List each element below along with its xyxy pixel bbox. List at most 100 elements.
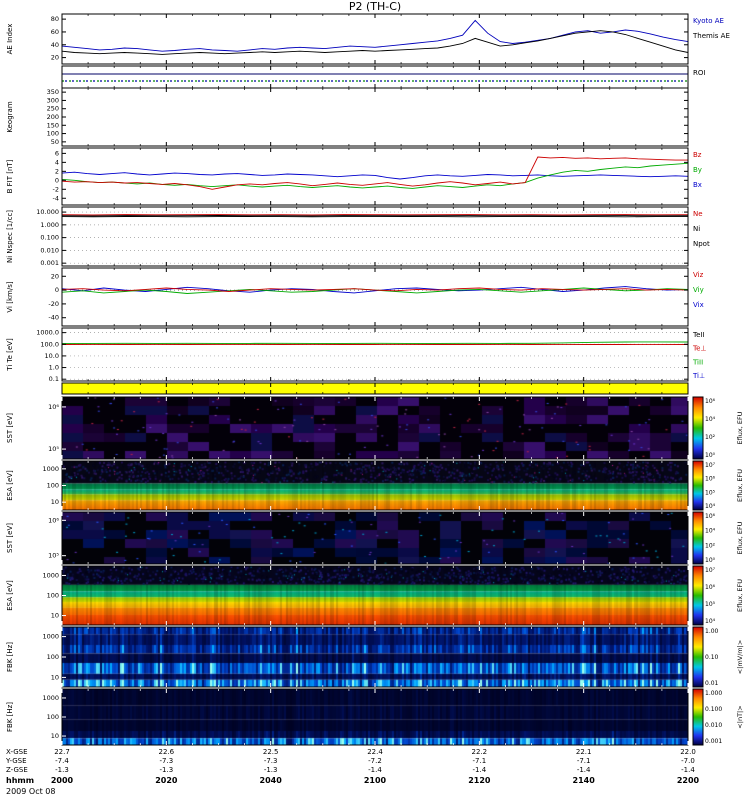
series-label: Kyoto AE [693, 17, 724, 25]
y-axis-label: FBK [Hz] [6, 702, 14, 732]
ytick-label: 10 [51, 732, 59, 740]
ytick-label: 10⁵ [48, 445, 59, 453]
colorbar-tick: 10⁶ [705, 513, 716, 520]
time-row-value: 2100 [364, 776, 387, 785]
colorbar-sst_ele [692, 511, 704, 565]
ytick-label: 0.001 [40, 259, 59, 267]
ytick-label: 200 [47, 113, 59, 121]
panel-fbk_e [61, 626, 689, 688]
panel-esa_ion [61, 460, 689, 511]
colorbar-tick: 10⁴ [705, 618, 716, 625]
y-axis-label: ESA [eV] [6, 470, 14, 501]
colorbar-fbk_b [692, 688, 704, 746]
time-row-value: -7.3 [159, 757, 173, 765]
panel-esa_ele [61, 565, 689, 626]
ytick-label: 10⁶ [48, 403, 59, 411]
ytick-label: 0 [55, 286, 59, 294]
time-row-value: -7.4 [55, 757, 69, 765]
y-axis-label: AE Index [6, 24, 14, 55]
series-label: TiII [692, 358, 703, 366]
series-viz [61, 287, 689, 292]
time-row-value: -1.4 [577, 766, 591, 774]
colorbar-tick: 10⁶ [705, 476, 716, 483]
time-row-value: 22.7 [54, 748, 70, 756]
panel-sst_ion [61, 396, 689, 460]
y-axis-label: Keogram [6, 101, 14, 132]
ytick-label: 1.000 [40, 221, 59, 229]
time-row-label: X-GSE [6, 748, 28, 756]
colorbar-tick: 10⁰ [705, 557, 716, 564]
colorbar-tick: 10⁷ [705, 567, 716, 574]
colorbar-tick: 10⁴ [705, 528, 716, 535]
time-row-value: 2040 [260, 776, 283, 785]
time-row-value: -1.3 [159, 766, 173, 774]
colorbar-esa_ele [692, 565, 704, 626]
series-label: Vix [693, 301, 704, 309]
time-row-value: 2200 [677, 776, 700, 785]
panel-temp [61, 327, 689, 382]
ytick-label: -20 [48, 300, 59, 308]
series-tiii [62, 341, 689, 344]
series-by [61, 162, 689, 189]
ytick-label: 0.1 [49, 375, 59, 383]
ytick-label: 0.100 [40, 234, 59, 242]
ytick-label: 10 [51, 673, 59, 681]
time-row-value: -7.3 [264, 757, 278, 765]
time-row-value: 22.5 [263, 748, 279, 756]
ytick-label: 20 [51, 272, 59, 280]
colorbar-tick: 0.001 [705, 738, 722, 745]
series-label: Viy [693, 286, 704, 294]
time-row-label: Y-GSE [5, 757, 27, 765]
ytick-label: 1000.0 [36, 329, 59, 337]
colorbar-tick: 10⁵ [705, 489, 716, 496]
colorbar-tick: 1.000 [705, 690, 722, 697]
colorbar-label: Eflux, EFU [736, 579, 744, 612]
ytick-label: 10 [51, 612, 59, 620]
series-label: ROI [693, 69, 705, 77]
colorbar-label: Eflux, EFU [736, 411, 744, 444]
ytick-label: 1000 [42, 694, 59, 702]
ytick-label: 10⁵ [48, 552, 59, 560]
colorbar-tick: 10⁰ [705, 452, 716, 459]
time-row-value: 22.4 [367, 748, 383, 756]
time-row-value: 22.2 [472, 748, 488, 756]
ytick-label: 20 [51, 54, 59, 62]
time-row-value: -7.1 [577, 757, 591, 765]
ytick-label: 4 [55, 158, 59, 166]
ytick-label: 100 [47, 482, 59, 490]
colorbar-esa_ion [692, 460, 704, 511]
series-label: Themis AE [692, 32, 730, 40]
ytick-label: 2 [55, 167, 59, 175]
time-row-value: -7.2 [368, 757, 382, 765]
time-row-label: Z-GSE [6, 766, 28, 774]
y-axis-label: Vi [km/s] [6, 281, 14, 312]
ytick-label: -4 [53, 194, 59, 202]
ytick-label: 40 [51, 41, 59, 49]
time-row-value: -1.4 [368, 766, 382, 774]
time-row-value: 22.1 [576, 748, 592, 756]
y-axis-label: Ni Nspec [1/cc] [6, 210, 14, 263]
colorbar-tick: 10⁷ [705, 462, 716, 469]
ytick-label: 0.010 [40, 246, 59, 254]
series-label: TeII [692, 331, 705, 339]
panel-bfit [61, 147, 689, 206]
series-label: Ti⊥ [692, 372, 705, 380]
colorbar-tick: 0.100 [705, 706, 722, 713]
ytick-label: 100 [47, 130, 59, 138]
ytick-label: 10 [51, 498, 59, 506]
colorbar-tick: 10⁴ [705, 416, 716, 423]
time-row-value: -7.1 [472, 757, 486, 765]
series-label: Bz [693, 151, 702, 159]
time-row-value: -1.3 [55, 766, 69, 774]
time-row-value: 22.6 [159, 748, 175, 756]
ytick-label: -40 [48, 314, 59, 322]
y-axis-label: SST [eV] [6, 413, 14, 443]
ytick-label: 1000 [42, 571, 59, 579]
colorbar-tick: 0.010 [705, 722, 722, 729]
colorbar-tick: 1.00 [705, 628, 719, 635]
colorbar-tick: 0.10 [705, 654, 719, 661]
date-label: 2009 Oct 08 [6, 787, 56, 796]
colorbar-tick: 10⁶ [705, 398, 716, 405]
